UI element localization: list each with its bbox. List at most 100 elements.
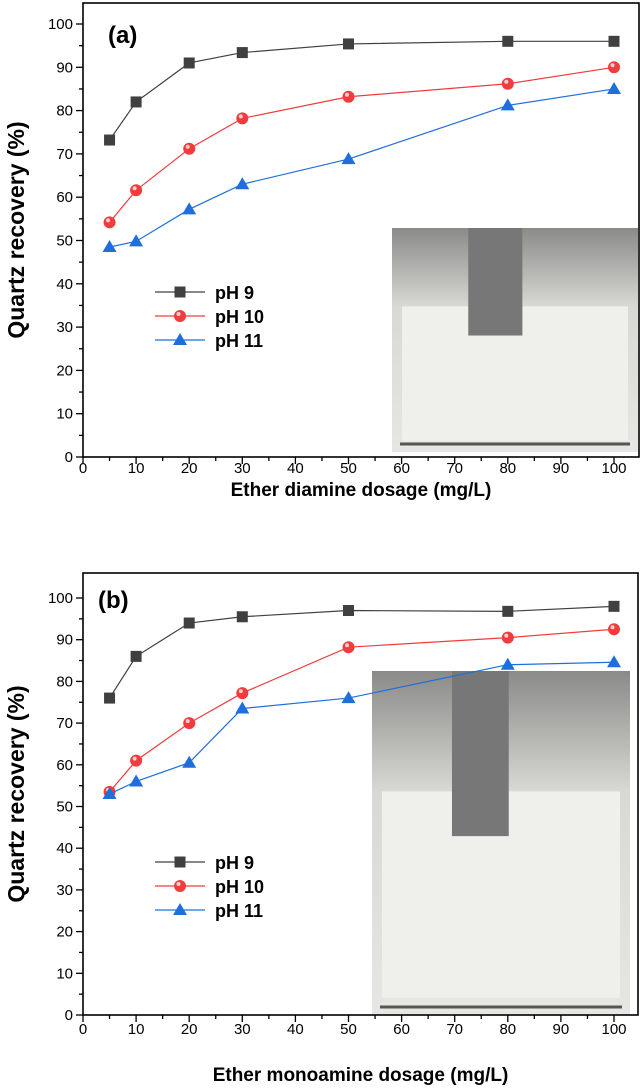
circle-highlight [132, 756, 137, 761]
square-marker [183, 57, 195, 69]
circle-highlight [238, 689, 243, 694]
x-tick-label: 30 [234, 1021, 251, 1038]
circle-highlight [176, 882, 181, 886]
square-marker [502, 35, 514, 47]
square-marker [183, 617, 195, 629]
circle-marker [103, 216, 116, 229]
series-ph10 [103, 61, 620, 229]
x-tick-label: 20 [181, 1021, 198, 1038]
square-marker [343, 605, 354, 617]
circle-highlight [238, 114, 243, 119]
circle-highlight [345, 92, 349, 97]
x-tick-label: 100 [601, 1021, 626, 1038]
triangle-marker [341, 691, 356, 704]
legend-item: pH 10 [155, 307, 264, 327]
legend-item: pH 10 [155, 877, 264, 897]
chart-panel-b: 0 10 20 30 40 50 60 70 80 90 100 0 10 20 30 40 50 60 70 80 9… [3, 572, 639, 1086]
circle-marker [130, 754, 143, 767]
y-tick-label: 0 [65, 449, 73, 466]
x-axis-label: Ether diamine dosage (mg/L) [231, 480, 492, 501]
x-tick-label: 40 [287, 460, 304, 477]
circle-marker [236, 687, 249, 700]
y-tick-label: 30 [56, 882, 73, 899]
triangle-marker [235, 177, 250, 190]
triangle-marker [102, 786, 117, 799]
series-ph9 [104, 35, 620, 146]
x-tick-label: 70 [446, 460, 463, 477]
x-tick-label: 60 [393, 460, 410, 477]
square-marker [104, 692, 116, 704]
triangle-marker [173, 333, 187, 345]
y-tick-label: 60 [56, 189, 73, 206]
legend-label: pH 10 [215, 877, 264, 897]
plot-frame [82, 572, 639, 1016]
legend-item: pH 11 [155, 901, 263, 921]
circle-highlight [610, 63, 615, 68]
square-marker [608, 600, 620, 612]
y-tick-label: 80 [56, 673, 73, 690]
x-tick-label: 90 [553, 1021, 570, 1038]
square-marker [130, 650, 142, 662]
legend-item: pH 11 [155, 331, 263, 351]
square-marker [608, 35, 620, 47]
square-marker [236, 611, 248, 623]
y-tick-label: 20 [56, 924, 73, 941]
triangle-marker [607, 81, 621, 94]
circle-marker [608, 61, 620, 74]
series-line [109, 40, 614, 141]
square-marker [174, 856, 186, 868]
legend-label: pH 10 [215, 307, 264, 327]
legend-item: pH 9 [155, 853, 254, 873]
circle-highlight [345, 643, 349, 648]
circle-marker [174, 310, 186, 322]
series-line [109, 88, 615, 248]
y-tick-label: 100 [48, 16, 73, 33]
circle-marker [183, 142, 196, 155]
plot-frame [82, 2, 640, 458]
x-tick-label: 70 [446, 1021, 463, 1038]
y-tick-label: 90 [56, 632, 73, 649]
legend-label: pH 9 [215, 853, 254, 873]
circle-highlight [504, 633, 509, 638]
triangle-marker [173, 903, 187, 915]
circle-marker [342, 641, 355, 654]
y-tick-label: 0 [65, 1007, 73, 1024]
circle-marker [183, 717, 196, 730]
impeller-shaft [451, 671, 509, 837]
x-tick-label: 90 [553, 460, 570, 477]
square-marker [104, 134, 116, 146]
x-tick-label: 50 [340, 1021, 357, 1038]
y-axis-label: Quartz recovery (%) [3, 121, 29, 338]
y-tick-label: 90 [56, 59, 73, 76]
circle-highlight [185, 144, 190, 149]
square-marker [130, 96, 142, 108]
legend-label: pH 11 [215, 331, 263, 351]
x-tick-label: 30 [234, 460, 251, 477]
x-tick-label: 80 [499, 1021, 516, 1038]
square-marker [236, 47, 248, 59]
circle-highlight [176, 312, 181, 316]
y-axis-label: Quartz recovery (%) [3, 685, 29, 902]
series-ph10 [103, 623, 620, 798]
triangle-marker [102, 239, 117, 252]
x-tick-label: 10 [128, 1021, 145, 1038]
triangle-marker [607, 655, 621, 668]
y-tick-label: 10 [56, 406, 73, 423]
triangle-marker [500, 98, 515, 111]
inset-photo [392, 228, 638, 452]
x-tick-label: 0 [79, 460, 87, 477]
triangle-marker [129, 774, 144, 787]
triangle-marker [129, 234, 144, 247]
panel-label: (a) [108, 22, 137, 49]
y-tick-label: 50 [56, 799, 73, 816]
triangle-marker [182, 202, 197, 215]
circle-marker [608, 623, 620, 636]
x-tick-label: 10 [128, 460, 145, 477]
y-tick-label: 30 [56, 319, 73, 336]
legend-label: pH 11 [215, 901, 263, 921]
x-axis-label: Ether monoamine dosage (mg/L) [213, 1065, 509, 1086]
legend-label: pH 9 [215, 283, 254, 303]
circle-marker [236, 112, 249, 125]
